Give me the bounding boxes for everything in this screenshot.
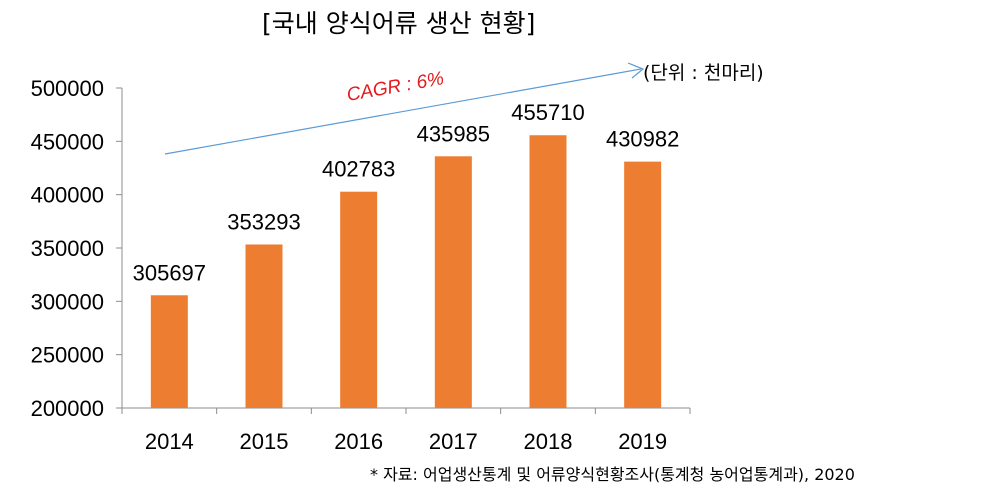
data-label-group: 305697 2014 353293 2015 402783 2016 435985 2017… (133, 100, 680, 454)
bar (340, 191, 378, 408)
y-tick-label: 350000 (31, 236, 104, 261)
data-label: 402783 (322, 157, 395, 182)
y-tick-label: 400000 (31, 183, 104, 208)
chart-title: [국내 양식어류 생산 현황] (262, 9, 536, 38)
y-tick-label: 450000 (31, 129, 104, 154)
bar (150, 295, 188, 408)
bar (434, 156, 472, 408)
bar-group (150, 135, 662, 408)
bar (624, 161, 662, 408)
bar (245, 244, 283, 408)
x-tick-label: 2016 (334, 429, 383, 454)
y-tick-label: 200000 (31, 396, 104, 421)
data-label: 353293 (227, 209, 300, 234)
x-tick-label: 2017 (429, 429, 478, 454)
data-label: 435985 (417, 121, 490, 146)
trend-arrow-head (627, 62, 645, 79)
x-tick-label: 2015 (240, 429, 289, 454)
cagr-label: CAGR : 6% (345, 68, 445, 106)
data-label: 305697 (133, 260, 206, 285)
data-label: 455710 (511, 100, 584, 125)
unit-note: (단위 : 천마리) (643, 62, 764, 84)
x-tick-label: 2014 (145, 429, 194, 454)
y-tick-label: 500000 (31, 76, 104, 101)
source-note: * 자료: 어업생산통계 및 어류양식현황조사(통계청 농어업통계과), 202… (370, 465, 855, 484)
chart-axes: 200000 250000 300000 350000 400000 450000 5000… (31, 76, 691, 421)
x-tick-label: 2018 (524, 429, 573, 454)
bar (529, 135, 567, 408)
data-label: 430982 (606, 127, 679, 152)
trend-arrow-line (164, 68, 642, 155)
x-tick-label: 2019 (618, 429, 667, 454)
y-tick-label: 250000 (31, 343, 104, 368)
y-tick-label: 300000 (31, 289, 104, 314)
